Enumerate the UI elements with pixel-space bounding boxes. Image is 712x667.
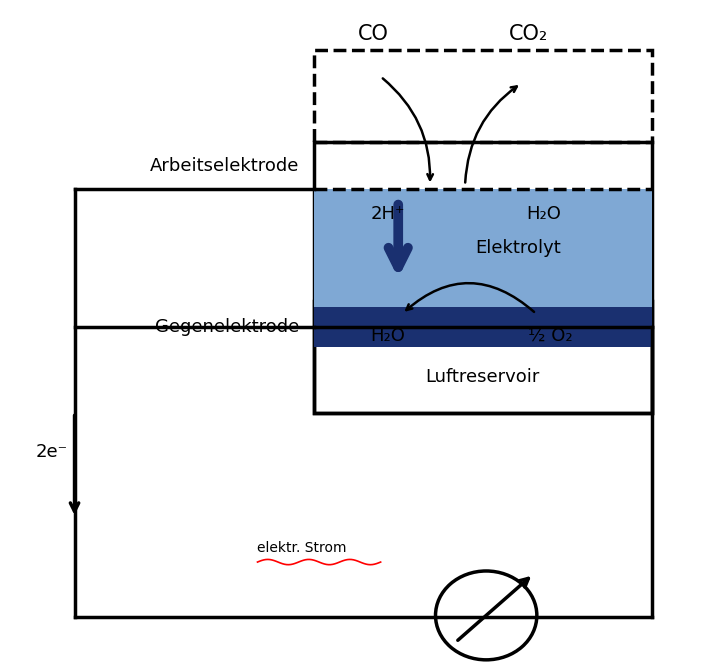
Bar xyxy=(314,307,651,347)
Text: Luftreservoir: Luftreservoir xyxy=(426,368,540,386)
Bar xyxy=(314,50,651,143)
Bar xyxy=(314,143,651,413)
Text: Elektrolyt: Elektrolyt xyxy=(475,239,561,257)
Bar xyxy=(314,189,651,307)
Bar xyxy=(314,301,651,413)
Text: Gegenelektrode: Gegenelektrode xyxy=(155,318,300,336)
Text: Arbeitselektrode: Arbeitselektrode xyxy=(150,157,300,175)
Bar xyxy=(314,189,651,307)
Text: 2e⁻: 2e⁻ xyxy=(36,443,68,461)
Text: CO: CO xyxy=(358,24,389,43)
Text: H₂O: H₂O xyxy=(526,205,561,223)
Text: 2H⁺: 2H⁺ xyxy=(371,205,405,223)
Text: ½ O₂: ½ O₂ xyxy=(528,327,572,345)
Text: H₂O: H₂O xyxy=(371,327,406,345)
Text: CO₂: CO₂ xyxy=(508,24,548,43)
Bar xyxy=(314,307,651,347)
Text: elektr. Strom: elektr. Strom xyxy=(258,540,347,554)
